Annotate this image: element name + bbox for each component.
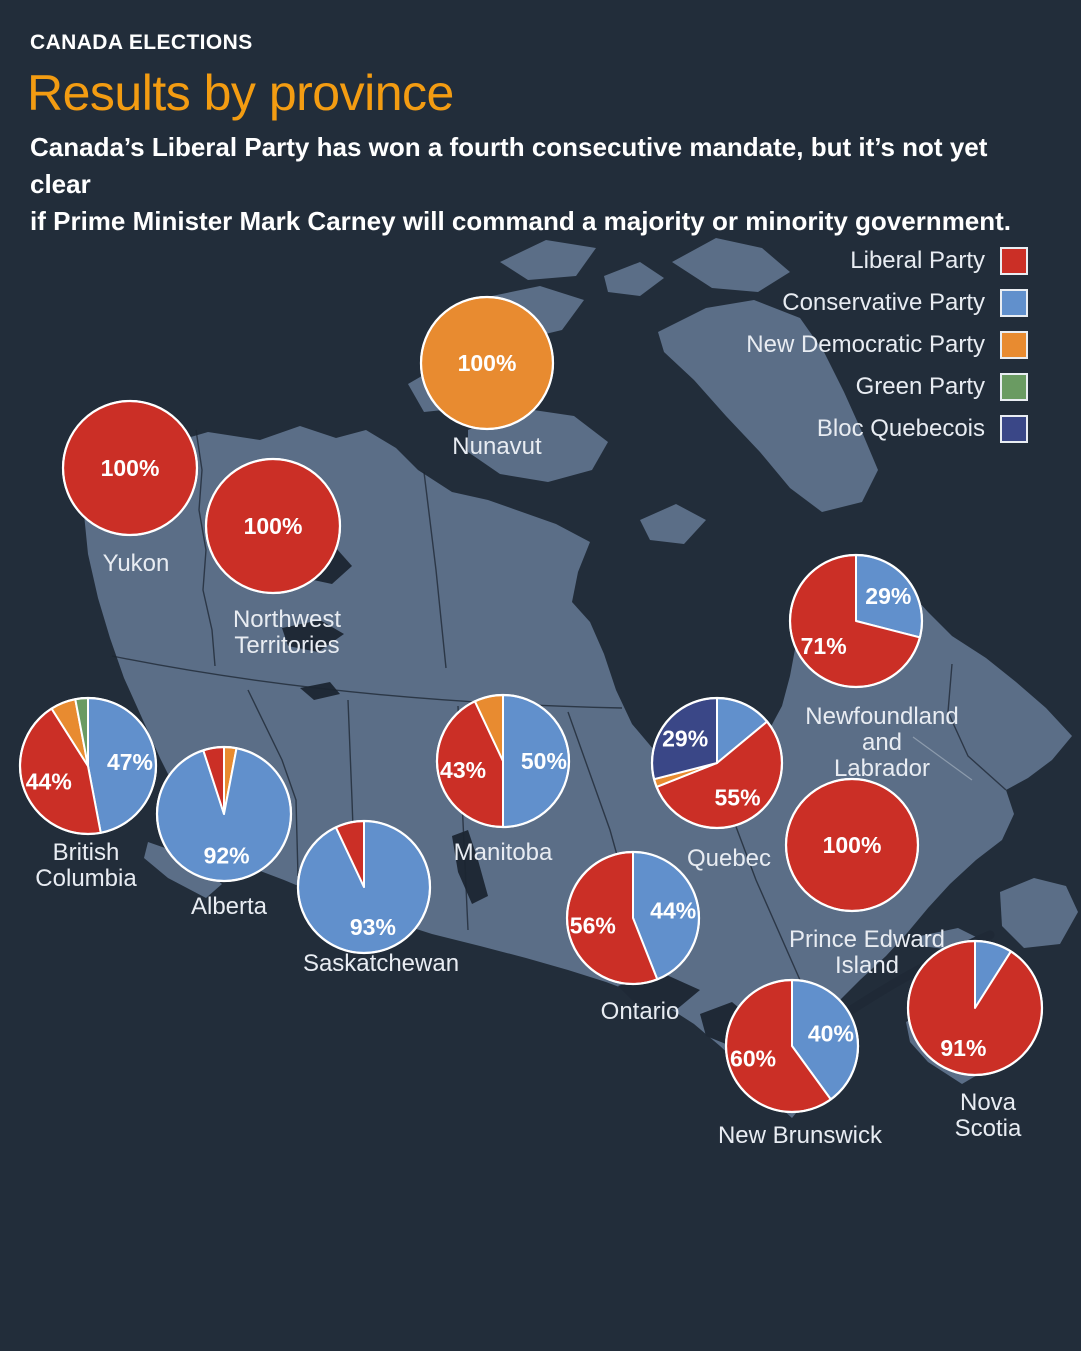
pie-new-brunswick: 40% 60% xyxy=(724,978,860,1114)
pie-percent-label: 29% xyxy=(662,725,708,751)
pie-percent-label: 50% xyxy=(521,748,567,774)
map-southampton-island xyxy=(640,504,706,544)
province-label-newfoundland-labrador: Newfoundland and Labrador xyxy=(805,703,959,782)
map-vancouver-island xyxy=(144,842,222,898)
pie-outline xyxy=(61,399,199,537)
province-label-northwest-territories: Northwest Territories xyxy=(232,606,342,659)
page-title: Results by province xyxy=(27,65,454,121)
legend-item-liberal: Liberal Party xyxy=(850,247,1028,275)
province-label-new-brunswick: New Brunswick xyxy=(717,1122,883,1149)
pie-percent-label: 92% xyxy=(204,842,250,868)
pie-percent-label: 44% xyxy=(26,769,72,795)
pie-percent-label: 56% xyxy=(570,913,616,939)
pie-outline xyxy=(565,850,701,986)
pie-british-columbia: 47% 44% xyxy=(18,696,158,836)
legend-swatch-conservative xyxy=(1000,289,1028,317)
subtitle: Canada’s Liberal Party has won a fourth … xyxy=(30,132,1012,236)
pie-percent-label: 47% xyxy=(107,749,153,775)
province-label-saskatchewan: Saskatchewan xyxy=(302,950,460,977)
pie-percent-label: 60% xyxy=(730,1046,776,1072)
pie-quebec: 55% 29% xyxy=(650,696,784,830)
legend-item-conservative: Conservative Party xyxy=(782,289,1028,317)
province-label-prince-edward-island: Prince Edward Island xyxy=(788,926,946,979)
province-label-alberta: Alberta xyxy=(190,893,268,920)
pie-saskatchewan: 93% xyxy=(296,819,432,955)
pie-percent-label: 91% xyxy=(940,1035,986,1061)
legend-item-bloc: Bloc Quebecois xyxy=(817,415,1028,443)
newfoundland-pointer-line xyxy=(912,736,973,781)
pie-outline xyxy=(906,939,1044,1077)
legend-swatch-green xyxy=(1000,373,1028,401)
legend-swatch-ndp xyxy=(1000,331,1028,359)
pie-manitoba: 50% 43% xyxy=(435,693,571,829)
pie-percent-label: 29% xyxy=(865,583,911,609)
pie-percent-label: 44% xyxy=(650,897,696,923)
province-label-manitoba: Manitoba xyxy=(453,839,553,866)
legend: Liberal Party Conservative Party New Democ… xyxy=(746,247,1028,443)
province-label-ontario: Ontario xyxy=(600,998,680,1025)
province-label-yukon: Yukon xyxy=(102,550,170,577)
map-newfoundland-island xyxy=(1000,878,1078,948)
province-label-british-columbia: British Columbia xyxy=(35,839,137,892)
legend-label: Green Party xyxy=(855,373,985,400)
pie-outline xyxy=(155,745,293,883)
pie-outline xyxy=(435,693,571,829)
pie-outline xyxy=(788,553,924,689)
pie-outline xyxy=(204,457,342,595)
pie-percent-label: 71% xyxy=(801,633,847,659)
pie-percent-label: 100% xyxy=(823,832,882,858)
footer: CCBY$NCSA Source: Bloomberg | April 29, … xyxy=(0,1281,1081,1351)
map-axel-heiberg-island xyxy=(500,240,596,280)
pie-nunavut: 100% xyxy=(419,295,555,431)
pie-ontario: 44% 56% xyxy=(565,850,701,986)
pie-percent-label: 55% xyxy=(714,785,760,811)
pie-percent-label: 93% xyxy=(350,914,396,940)
map-ellesmere-island xyxy=(672,238,790,292)
pie-northwest-territories: 100% xyxy=(204,457,342,595)
legend-item-ndp: New Democratic Party xyxy=(746,331,1028,359)
legend-label: Liberal Party xyxy=(850,247,985,274)
kicker: CANADA ELECTIONS xyxy=(30,31,253,54)
pie-outline xyxy=(724,978,860,1114)
pie-percent-label: 100% xyxy=(244,513,303,539)
legend-label: New Democratic Party xyxy=(746,331,985,358)
pie-outline xyxy=(419,295,555,431)
pie-percent-label: 100% xyxy=(458,350,517,376)
province-label-nova-scotia: Nova Scotia xyxy=(954,1089,1022,1142)
pie-percent-label: 40% xyxy=(808,1020,854,1046)
pie-alberta: 92% xyxy=(155,745,293,883)
province-label-quebec: Quebec xyxy=(686,845,772,872)
province-label-nunavut: Nunavut xyxy=(452,433,542,460)
pie-percent-label: 100% xyxy=(101,455,160,481)
pie-outline xyxy=(296,819,432,955)
pie-prince-edward-island: 100% xyxy=(784,777,920,913)
legend-label: Bloc Quebecois xyxy=(816,415,985,442)
pie-outline xyxy=(784,777,920,913)
legend-item-green: Green Party xyxy=(856,373,1028,401)
pie-outline xyxy=(18,696,158,836)
pie-yukon: 100% xyxy=(61,399,199,537)
pie-nova-scotia: 91% xyxy=(906,939,1044,1077)
map-devon-island xyxy=(604,262,664,296)
pie-outline xyxy=(650,696,784,830)
legend-label: Conservative Party xyxy=(782,289,985,316)
pie-newfoundland-labrador: 29% 71% xyxy=(788,553,924,689)
pie-percent-label: 43% xyxy=(440,757,486,783)
legend-swatch-liberal xyxy=(1000,247,1028,275)
map-baffin-island xyxy=(658,300,878,512)
legend-swatch-bloc xyxy=(1000,415,1028,443)
